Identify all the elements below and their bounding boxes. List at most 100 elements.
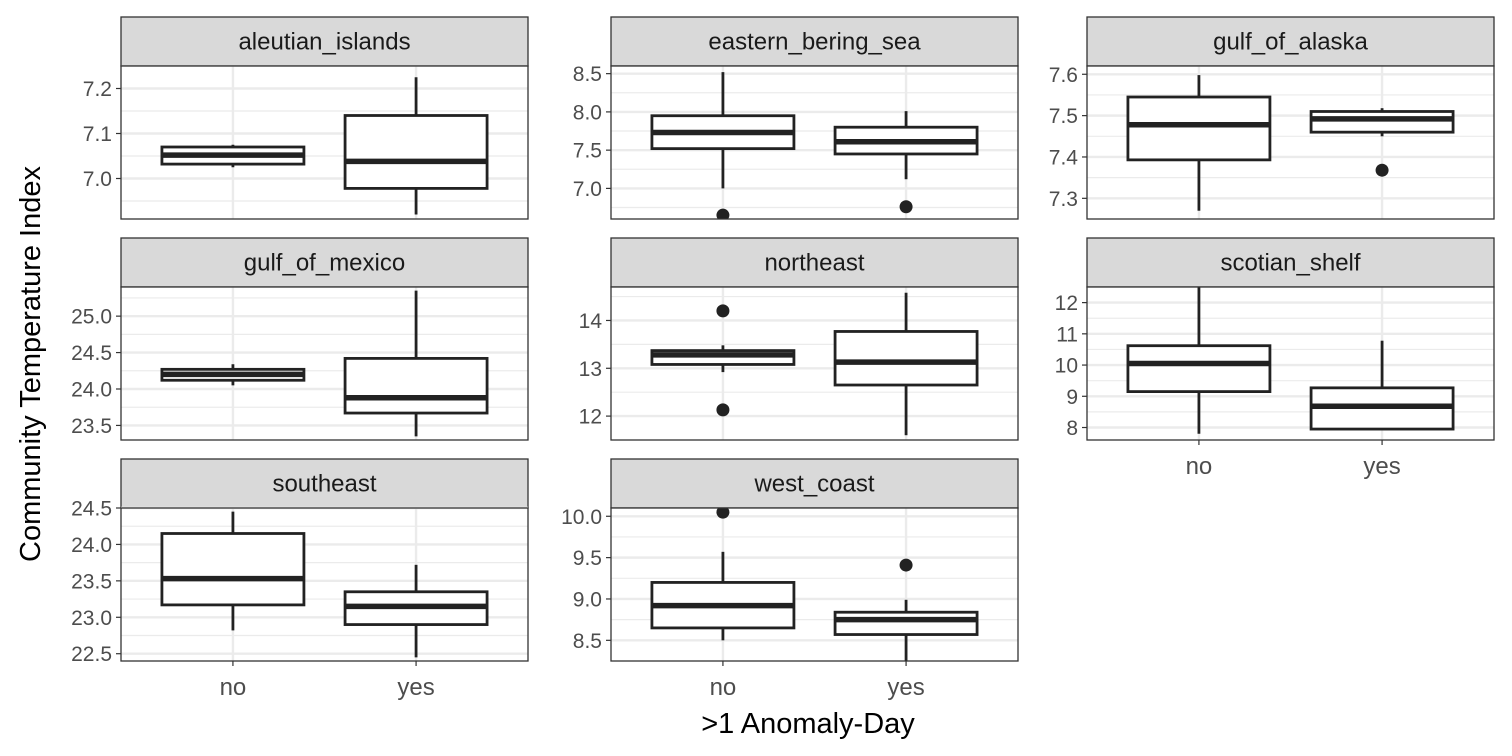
panel-data xyxy=(650,292,979,436)
x-tick-label: no xyxy=(710,674,737,701)
box-no xyxy=(650,304,796,417)
y-tick-label: 7.6 xyxy=(1049,64,1078,87)
x-tick-label: no xyxy=(1186,453,1213,480)
box-yes xyxy=(343,290,489,437)
box-no xyxy=(1126,287,1272,434)
y-tick-label: 11 xyxy=(1056,323,1078,346)
panel-data xyxy=(160,77,489,215)
facet-strip-label: scotian_shelf xyxy=(1220,250,1360,277)
y-tick-label: 8.5 xyxy=(573,63,602,86)
box-iqr xyxy=(160,532,306,607)
facet-northeast: northeast 12 13 14 xyxy=(579,237,1019,441)
facet-strip xyxy=(610,458,1019,509)
y-tick-label: 23.5 xyxy=(71,415,112,438)
outlier-point xyxy=(899,558,913,572)
box-yes xyxy=(833,292,979,436)
box-yes xyxy=(1309,108,1455,177)
box-no xyxy=(160,511,306,631)
y-axis-title: Community Temperature Index xyxy=(15,166,47,562)
facet-gulf_of_alaska: gulf_of_alaska 7.3 7.4 7.5 7.6 xyxy=(1049,16,1495,220)
y-tick-label: 13 xyxy=(579,358,602,381)
box-iqr xyxy=(1126,344,1272,394)
x-tick-label: yes xyxy=(397,674,434,701)
box-yes xyxy=(833,558,979,661)
y-tick-label: 9.0 xyxy=(573,588,602,611)
box-no xyxy=(160,364,306,386)
panel-data xyxy=(160,511,489,658)
panel-border xyxy=(610,286,1019,441)
y-tick-label: 7.0 xyxy=(83,168,112,191)
facet-gulf_of_mexico: gulf_of_mexico 23.5 24.0 24.5 25.0 xyxy=(71,237,529,441)
outlier-point xyxy=(716,304,730,318)
facet-strip-label: northeast xyxy=(764,250,864,277)
box-no xyxy=(1126,75,1272,211)
x-tick-label: no xyxy=(220,674,247,701)
facet-scotian_shelf: scotian_shelf 8 9 10 11 12 no yes xyxy=(1055,237,1495,480)
outlier-point xyxy=(899,200,913,214)
panel-data xyxy=(160,290,489,437)
y-tick-label: 12 xyxy=(1055,292,1078,315)
outlier-point xyxy=(716,208,730,219)
box-yes xyxy=(1309,340,1455,431)
facet-strip xyxy=(1086,237,1495,288)
panel-data xyxy=(650,508,979,661)
facet-west_coast: west_coast 8.5 9.0 9.5 10.0 no yes xyxy=(561,458,1019,701)
facet-strip xyxy=(120,458,529,509)
facet-aleutian_islands: aleutian_islands 7.0 7.1 7.2 xyxy=(83,16,529,220)
y-tick-label: 7.3 xyxy=(1049,188,1078,211)
y-tick-label: 23.5 xyxy=(71,570,112,593)
facet-strip-label: gulf_of_alaska xyxy=(1213,29,1368,56)
y-tick-label: 7.5 xyxy=(573,140,602,163)
box-yes xyxy=(833,111,979,214)
panel-border xyxy=(120,507,529,662)
facet-eastern_bering_sea: eastern_bering_sea 7.0 7.5 8.0 8.5 xyxy=(573,16,1019,220)
box-iqr xyxy=(833,330,979,387)
y-tick-label: 9.5 xyxy=(573,547,602,570)
facet-strip xyxy=(1086,16,1495,67)
box-iqr xyxy=(1126,95,1272,162)
panel-data xyxy=(1126,287,1455,434)
box-yes xyxy=(343,77,489,215)
panel-data xyxy=(1126,75,1455,211)
y-tick-label: 10 xyxy=(1055,355,1078,378)
facet-strip xyxy=(610,237,1019,288)
x-tick-label: yes xyxy=(887,674,924,701)
y-tick-label: 24.5 xyxy=(71,342,112,365)
outlier-point xyxy=(716,508,730,519)
y-tick-label: 8.5 xyxy=(573,630,602,653)
y-tick-label: 14 xyxy=(579,310,603,333)
box-no xyxy=(650,508,796,641)
facet-strip-label: aleutian_islands xyxy=(238,29,410,56)
y-tick-label: 8 xyxy=(1066,417,1078,440)
outlier-point xyxy=(1375,163,1389,177)
box-iqr xyxy=(1309,110,1455,134)
facet-strip-label: southeast xyxy=(272,471,376,498)
y-tick-label: 22.5 xyxy=(71,643,112,666)
panel-border xyxy=(120,65,529,220)
y-tick-label: 7.1 xyxy=(83,123,112,146)
y-tick-label: 10.0 xyxy=(561,506,602,529)
y-tick-label: 24.5 xyxy=(71,498,112,521)
y-tick-label: 24.0 xyxy=(71,379,112,402)
y-tick-label: 9 xyxy=(1066,386,1078,409)
facet-southeast: southeast 22.5 23.0 23.5 24.0 24.5 no yes xyxy=(71,458,529,701)
panel-border xyxy=(610,65,1019,220)
y-tick-label: 7.0 xyxy=(573,178,602,201)
y-tick-label: 7.5 xyxy=(1049,105,1078,128)
facet-strip-label: gulf_of_mexico xyxy=(244,250,405,277)
y-tick-label: 25.0 xyxy=(71,306,112,329)
box-no xyxy=(650,72,796,219)
y-tick-label: 24.0 xyxy=(71,534,112,557)
box-yes xyxy=(343,564,489,658)
y-tick-label: 8.0 xyxy=(573,101,602,124)
facet-strip xyxy=(120,16,529,67)
facet-panels: aleutian_islands 7.0 7.1 7.2 eastern_bering_… xyxy=(71,16,1495,701)
outlier-point xyxy=(716,403,730,417)
y-tick-label: 12 xyxy=(579,406,602,429)
facet-strip-label: eastern_bering_sea xyxy=(708,29,921,56)
panel-border xyxy=(120,286,529,441)
y-tick-label: 23.0 xyxy=(71,607,112,630)
box-no xyxy=(160,144,306,168)
y-tick-label: 7.2 xyxy=(83,78,112,101)
